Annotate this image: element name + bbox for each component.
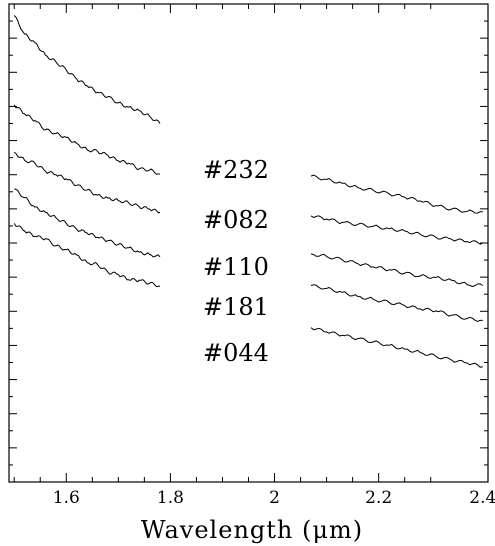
series-line-232-seg2 [310, 174, 483, 214]
x-tick-label: 2 [269, 488, 280, 508]
series-line-110-seg1 [13, 151, 161, 214]
series-line-232-seg1 [13, 15, 161, 124]
x-axis-ticks [13, 4, 432, 482]
series-label-044: #044 [203, 339, 269, 367]
series-line-044-seg2 [310, 327, 483, 368]
series-line-181-seg1 [14, 188, 161, 258]
series-label-181: #181 [203, 293, 269, 321]
x-axis-label: Wavelength (μm) [141, 516, 363, 544]
series-label-110: #110 [203, 253, 269, 281]
series-group [13, 15, 484, 368]
series-line-082-seg2 [310, 215, 484, 245]
x-tick-label: 1.6 [53, 488, 80, 508]
x-axis-tick-labels: 1.6 1.8 2 2.2 2.4 [53, 488, 495, 508]
x-tick-label: 2.4 [469, 488, 495, 508]
series-line-044-seg1 [13, 223, 161, 288]
x-tick-label: 1.8 [157, 488, 184, 508]
series-line-082-seg1 [13, 104, 161, 175]
y-axis-ticks [9, 3, 488, 483]
series-line-181-seg2 [310, 284, 483, 322]
series-label-232: #232 [203, 156, 269, 184]
plot-frame [8, 3, 489, 483]
series-label-082: #082 [203, 206, 269, 234]
x-tick-label: 2.2 [365, 488, 392, 508]
series-line-110-seg2 [310, 253, 484, 287]
series-labels: #232 #082 #110 #181 #044 [203, 156, 269, 367]
